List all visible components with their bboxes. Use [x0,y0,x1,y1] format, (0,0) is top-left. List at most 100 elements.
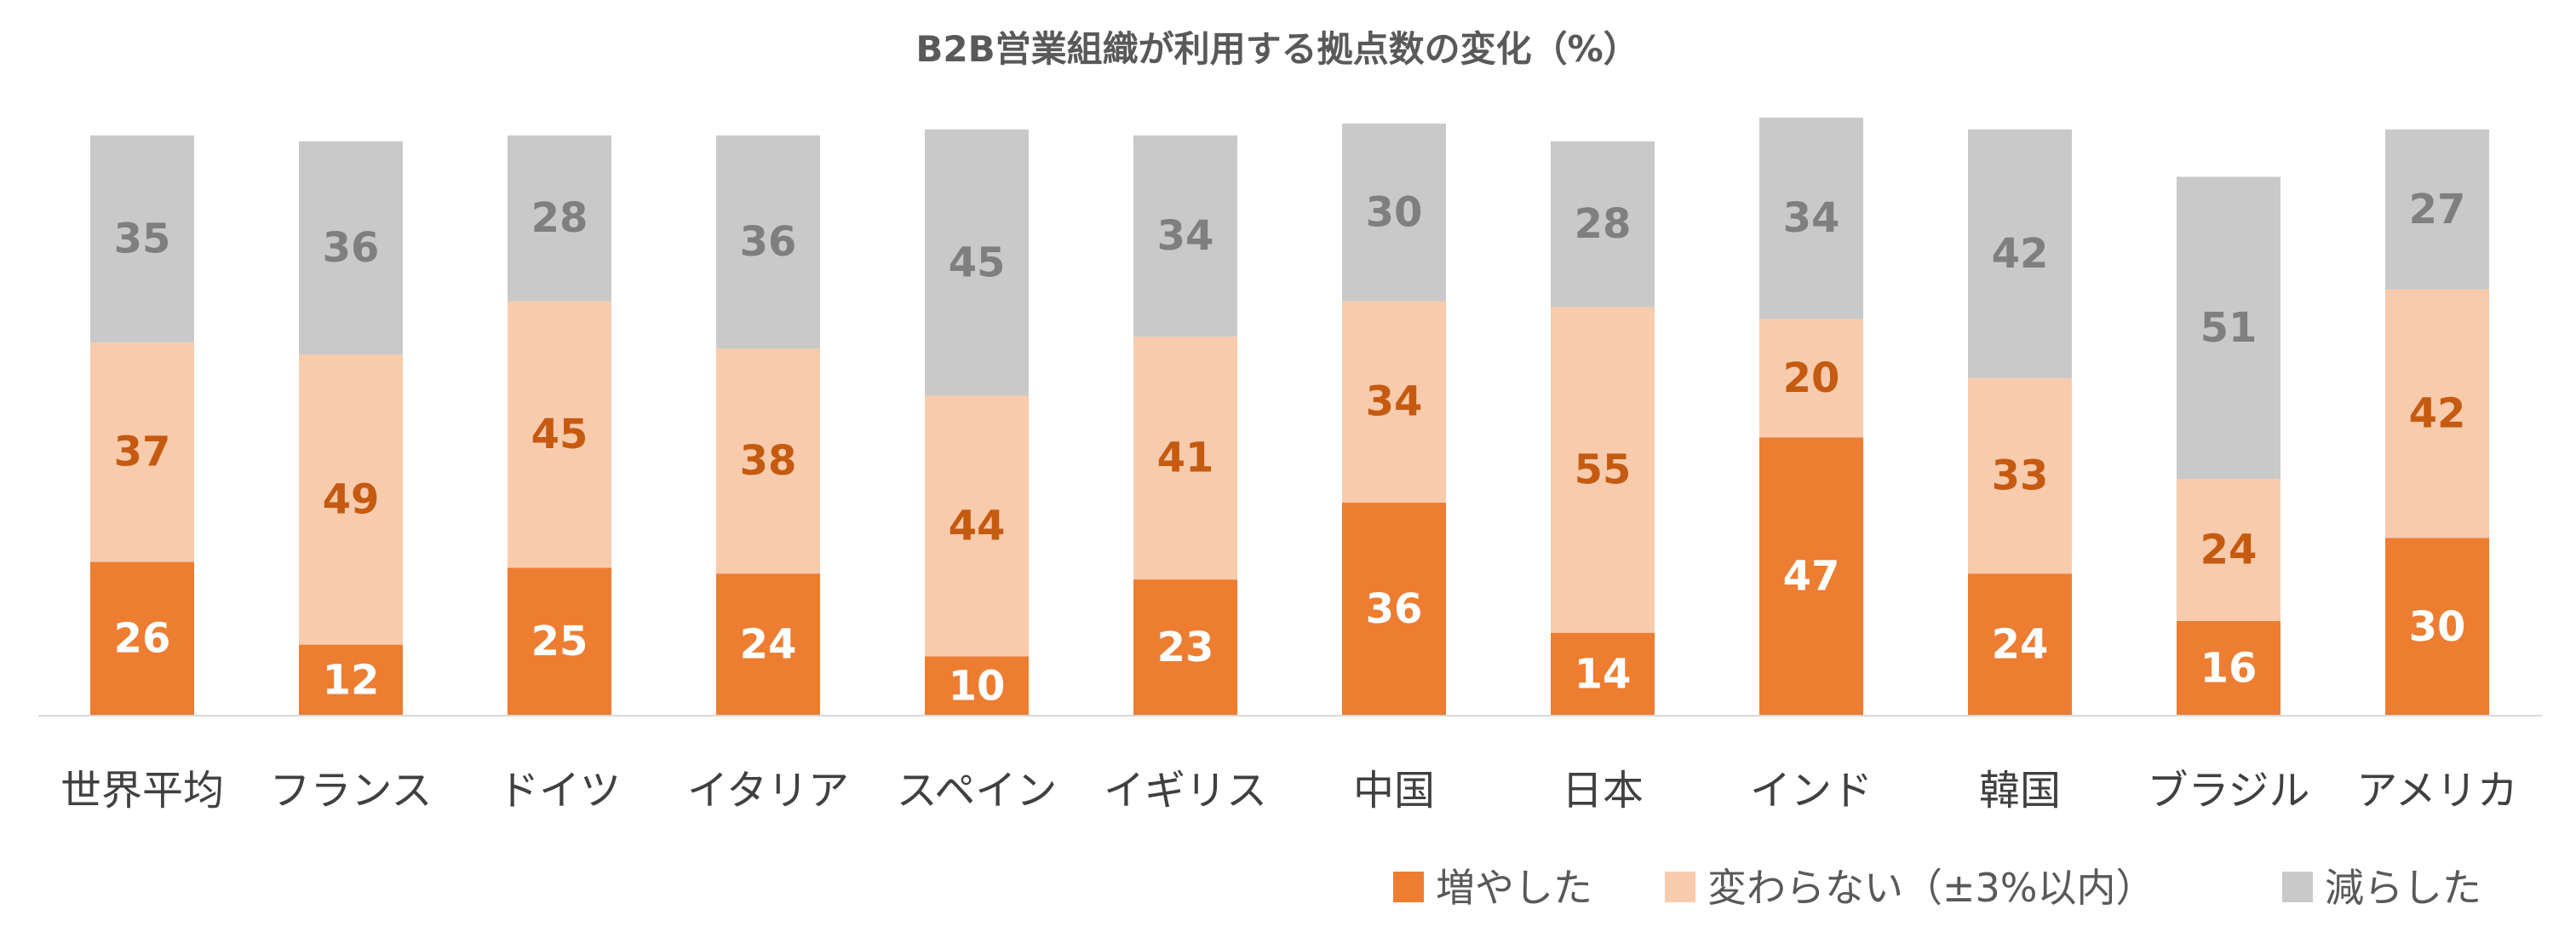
category-label: イタリア [687,767,849,815]
data-label-increase: 23 [1157,624,1214,671]
bar-segment-increase [1551,632,1655,716]
bar-segment-unchanged [716,348,820,574]
category-labels: 世界平均 フランス ドイツ イタリア スペイン イギリス 中国 日本 インド 韓国 ブラジル アメリカ [60,767,2518,815]
data-label-unchanged: 45 [531,411,588,458]
data-label-increase: 36 [1366,585,1423,633]
bar-group: 26 37 35 [90,135,194,716]
data-label-unchanged: 42 [2409,390,2466,438]
data-label-decrease: 36 [740,218,797,266]
category-label: ブラジル [2147,767,2309,815]
legend-item-increase: 増やした [1393,865,1592,911]
bar-segment-unchanged [925,395,1029,657]
bar-group: 10 44 45 [925,129,1029,716]
legend-label: 減らした [2325,865,2481,911]
category-label: 韓国 [1979,767,2061,815]
category-label: イギリス [1104,767,1267,815]
bar-group: 16 24 51 [2177,176,2281,716]
bar-segment-increase [925,656,1029,716]
data-label-increase: 26 [114,615,171,663]
data-label-increase: 12 [323,656,380,704]
bar-segment-unchanged [2385,289,2489,538]
data-label-increase: 14 [1575,650,1632,698]
category-label: 中国 [1353,767,1435,815]
bar-segment-increase [2177,620,2281,716]
bar-segment-unchanged [299,354,403,645]
bar-segment-increase [716,573,820,716]
data-label-unchanged: 38 [740,437,797,485]
data-label-decrease: 45 [949,239,1006,286]
bar-segment-decrease [1759,118,1863,320]
legend: 増やした 変わらない（±3%以内） 減らした [1393,865,2481,911]
data-label-increase: 30 [2409,603,2466,651]
data-label-decrease: 28 [531,194,588,242]
legend-swatch [1393,872,1424,902]
category-label: 世界平均 [60,767,224,815]
chart-title: B2B営業組織が利用する拠点数の変化（%） [915,28,1638,70]
bar-segment-unchanged [1551,307,1655,633]
bar-group: 24 33 42 [1968,129,2072,716]
data-label-decrease: 27 [2409,186,2466,233]
bar-group: 47 20 34 [1759,118,1863,716]
bar-segment-decrease [716,135,820,349]
bar-segment-decrease [2385,129,2489,290]
data-label-unchanged: 49 [323,475,380,523]
bar-segment-increase [1968,573,2072,716]
data-label-unchanged: 20 [1783,354,1840,402]
bar-segment-decrease [1133,135,1237,337]
bar-segment-decrease [1968,129,2072,378]
bar-segment-decrease [1551,141,1655,308]
data-label-decrease: 30 [1366,188,1423,236]
category-label: ドイツ [498,767,621,815]
bar-segment-unchanged [2177,479,2281,621]
bar-group: 30 42 27 [2385,129,2489,716]
data-label-increase: 10 [949,662,1006,710]
bar-segment-decrease [2177,176,2281,480]
bar-segment-decrease [299,141,403,355]
category-label: フランス [269,767,432,815]
bar-group: 36 34 30 [1342,124,1446,716]
data-label-unchanged: 34 [1366,378,1423,426]
data-label-increase: 25 [531,618,588,665]
legend-item-unchanged: 変わらない（±3%以内） [1665,865,2155,911]
bar-segment-increase [2385,538,2489,716]
data-label-increase: 24 [1992,621,2049,669]
data-label-increase: 16 [2200,644,2258,692]
data-label-unchanged: 44 [949,503,1006,550]
data-label-decrease: 35 [114,216,171,263]
data-label-unchanged: 55 [1575,446,1632,494]
data-label-decrease: 51 [2200,304,2258,352]
data-label-increase: 47 [1783,553,1840,601]
data-label-decrease: 28 [1575,200,1632,248]
data-label-unchanged: 41 [1157,435,1214,482]
bar-segment-unchanged [1342,301,1446,503]
category-label: インド [1750,767,1873,815]
legend-label: 増やした [1436,865,1592,911]
data-label-decrease: 36 [323,224,380,272]
bar-segment-increase [1759,437,1863,716]
bar-segment-increase [90,561,194,716]
bar-segment-decrease [90,135,194,343]
data-label-decrease: 34 [1157,212,1214,260]
bar-segment-increase [299,644,403,716]
bar-group: 25 45 28 [508,135,611,716]
bar-segment-decrease [1342,124,1446,302]
data-label-unchanged: 24 [2200,526,2258,573]
bar-segment-unchanged [1968,377,2072,574]
bar-group: 14 55 28 [1551,141,1655,716]
data-label-unchanged: 37 [114,429,171,476]
bar-group: 12 49 36 [299,141,403,716]
bar-segment-decrease [508,135,611,302]
bar-segment-unchanged [1133,337,1237,580]
category-label: 日本 [1562,767,1644,815]
legend-label: 変わらない（±3%以内） [1707,865,2155,911]
bars-layer: 26 37 35 12 49 36 25 45 28 24 38 36 10 44 45 23 41 34 36 34… [90,118,2489,716]
bar-group: 23 41 34 [1133,135,1237,716]
legend-swatch [2282,872,2313,902]
bar-segment-unchanged [1759,319,1863,438]
legend-item-decrease: 減らした [2282,865,2481,911]
bar-segment-increase [1133,579,1237,716]
data-label-decrease: 34 [1783,194,1840,242]
bar-segment-unchanged [508,301,611,568]
